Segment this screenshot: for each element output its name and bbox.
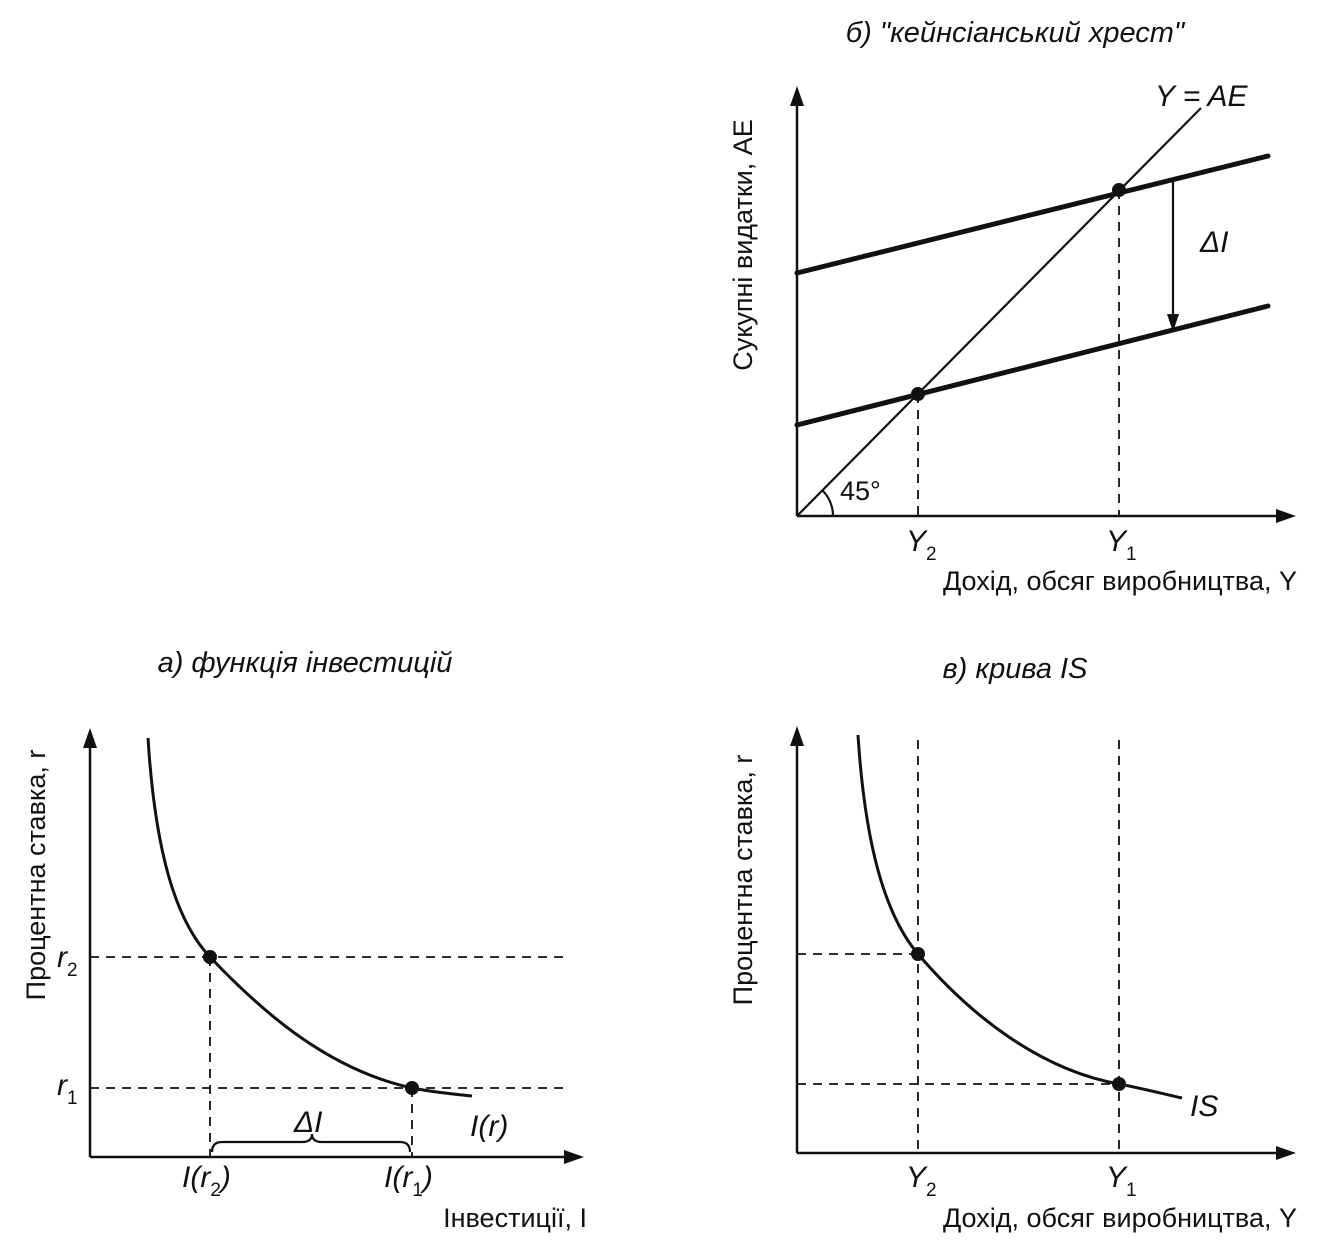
panel-a-x-arrow — [564, 1150, 584, 1164]
panel-b-x-arrow — [1276, 509, 1296, 523]
ae-line-high — [794, 153, 1271, 276]
tick-y2-c: Y2 — [906, 1161, 937, 1201]
point-r1 — [405, 1081, 419, 1095]
tick-y2-b: Y2 — [906, 525, 937, 565]
tick-y1-b: Y1 — [1106, 525, 1137, 565]
panel-a-title: а) функція інвестицій — [158, 647, 453, 679]
panel-b-y-label: Сукупні видатки, AE — [728, 119, 758, 371]
panel-keynesian-cross: б) "кейнсіанський хрест" Y = AE 45° ΔI Y… — [728, 17, 1297, 596]
panel-c-y-arrow — [790, 726, 804, 746]
panel-c-x-label: Дохід, обсяг виробництва, Y — [943, 1203, 1297, 1233]
angle-arc — [821, 489, 835, 517]
delta-i-label-a: ΔI — [293, 1106, 322, 1139]
point-r2 — [203, 950, 217, 964]
investment-curve — [146, 737, 473, 1098]
equilibrium-point-y1 — [1112, 183, 1126, 197]
panel-investment-function: а) функція інвестицій I(r) ΔI r2 r1 I(r2… — [21, 647, 587, 1233]
panel-is-curve: в) крива IS IS Y2 Y1 Дохід, обсяг виробн… — [728, 653, 1297, 1233]
tick-r2: r2 — [57, 941, 78, 981]
panel-c-x-arrow — [1276, 1146, 1296, 1160]
panel-c-title: в) крива IS — [943, 653, 1089, 685]
is-curve — [856, 734, 1183, 1100]
y-equals-ae-line — [796, 107, 1202, 517]
is-point-y2 — [911, 947, 925, 961]
is-curve-label: IS — [1190, 1090, 1218, 1123]
tick-ir2: I(r2) — [182, 1161, 231, 1201]
panel-a-y-arrow — [83, 728, 97, 748]
delta-i-brace — [210, 1133, 412, 1153]
delta-i-label-b: ΔI — [1199, 226, 1228, 259]
tick-y1-c: Y1 — [1106, 1161, 1137, 1201]
tick-r1: r1 — [57, 1069, 78, 1109]
y-equals-ae-label: Y = AE — [1155, 80, 1249, 113]
panel-b-x-label: Дохід, обсяг виробництва, Y — [943, 566, 1297, 596]
angle-label: 45° — [840, 476, 881, 506]
investment-curve-label: I(r) — [470, 1110, 508, 1143]
panel-a-x-label: Інвестиції, I — [443, 1203, 587, 1233]
panel-a-y-label: Процентна ставка, r — [21, 750, 51, 1001]
ae-line-low — [794, 303, 1271, 428]
delta-i-arrowhead — [1167, 314, 1179, 332]
tick-ir1: I(r1) — [384, 1161, 433, 1201]
panel-c-y-label: Процентна ставка, r — [728, 755, 758, 1006]
equilibrium-point-y2 — [911, 387, 925, 401]
panel-b-title: б) "кейнсіанський хрест" — [846, 17, 1186, 49]
panel-b-y-arrow — [790, 86, 804, 106]
is-point-y1 — [1112, 1077, 1126, 1091]
